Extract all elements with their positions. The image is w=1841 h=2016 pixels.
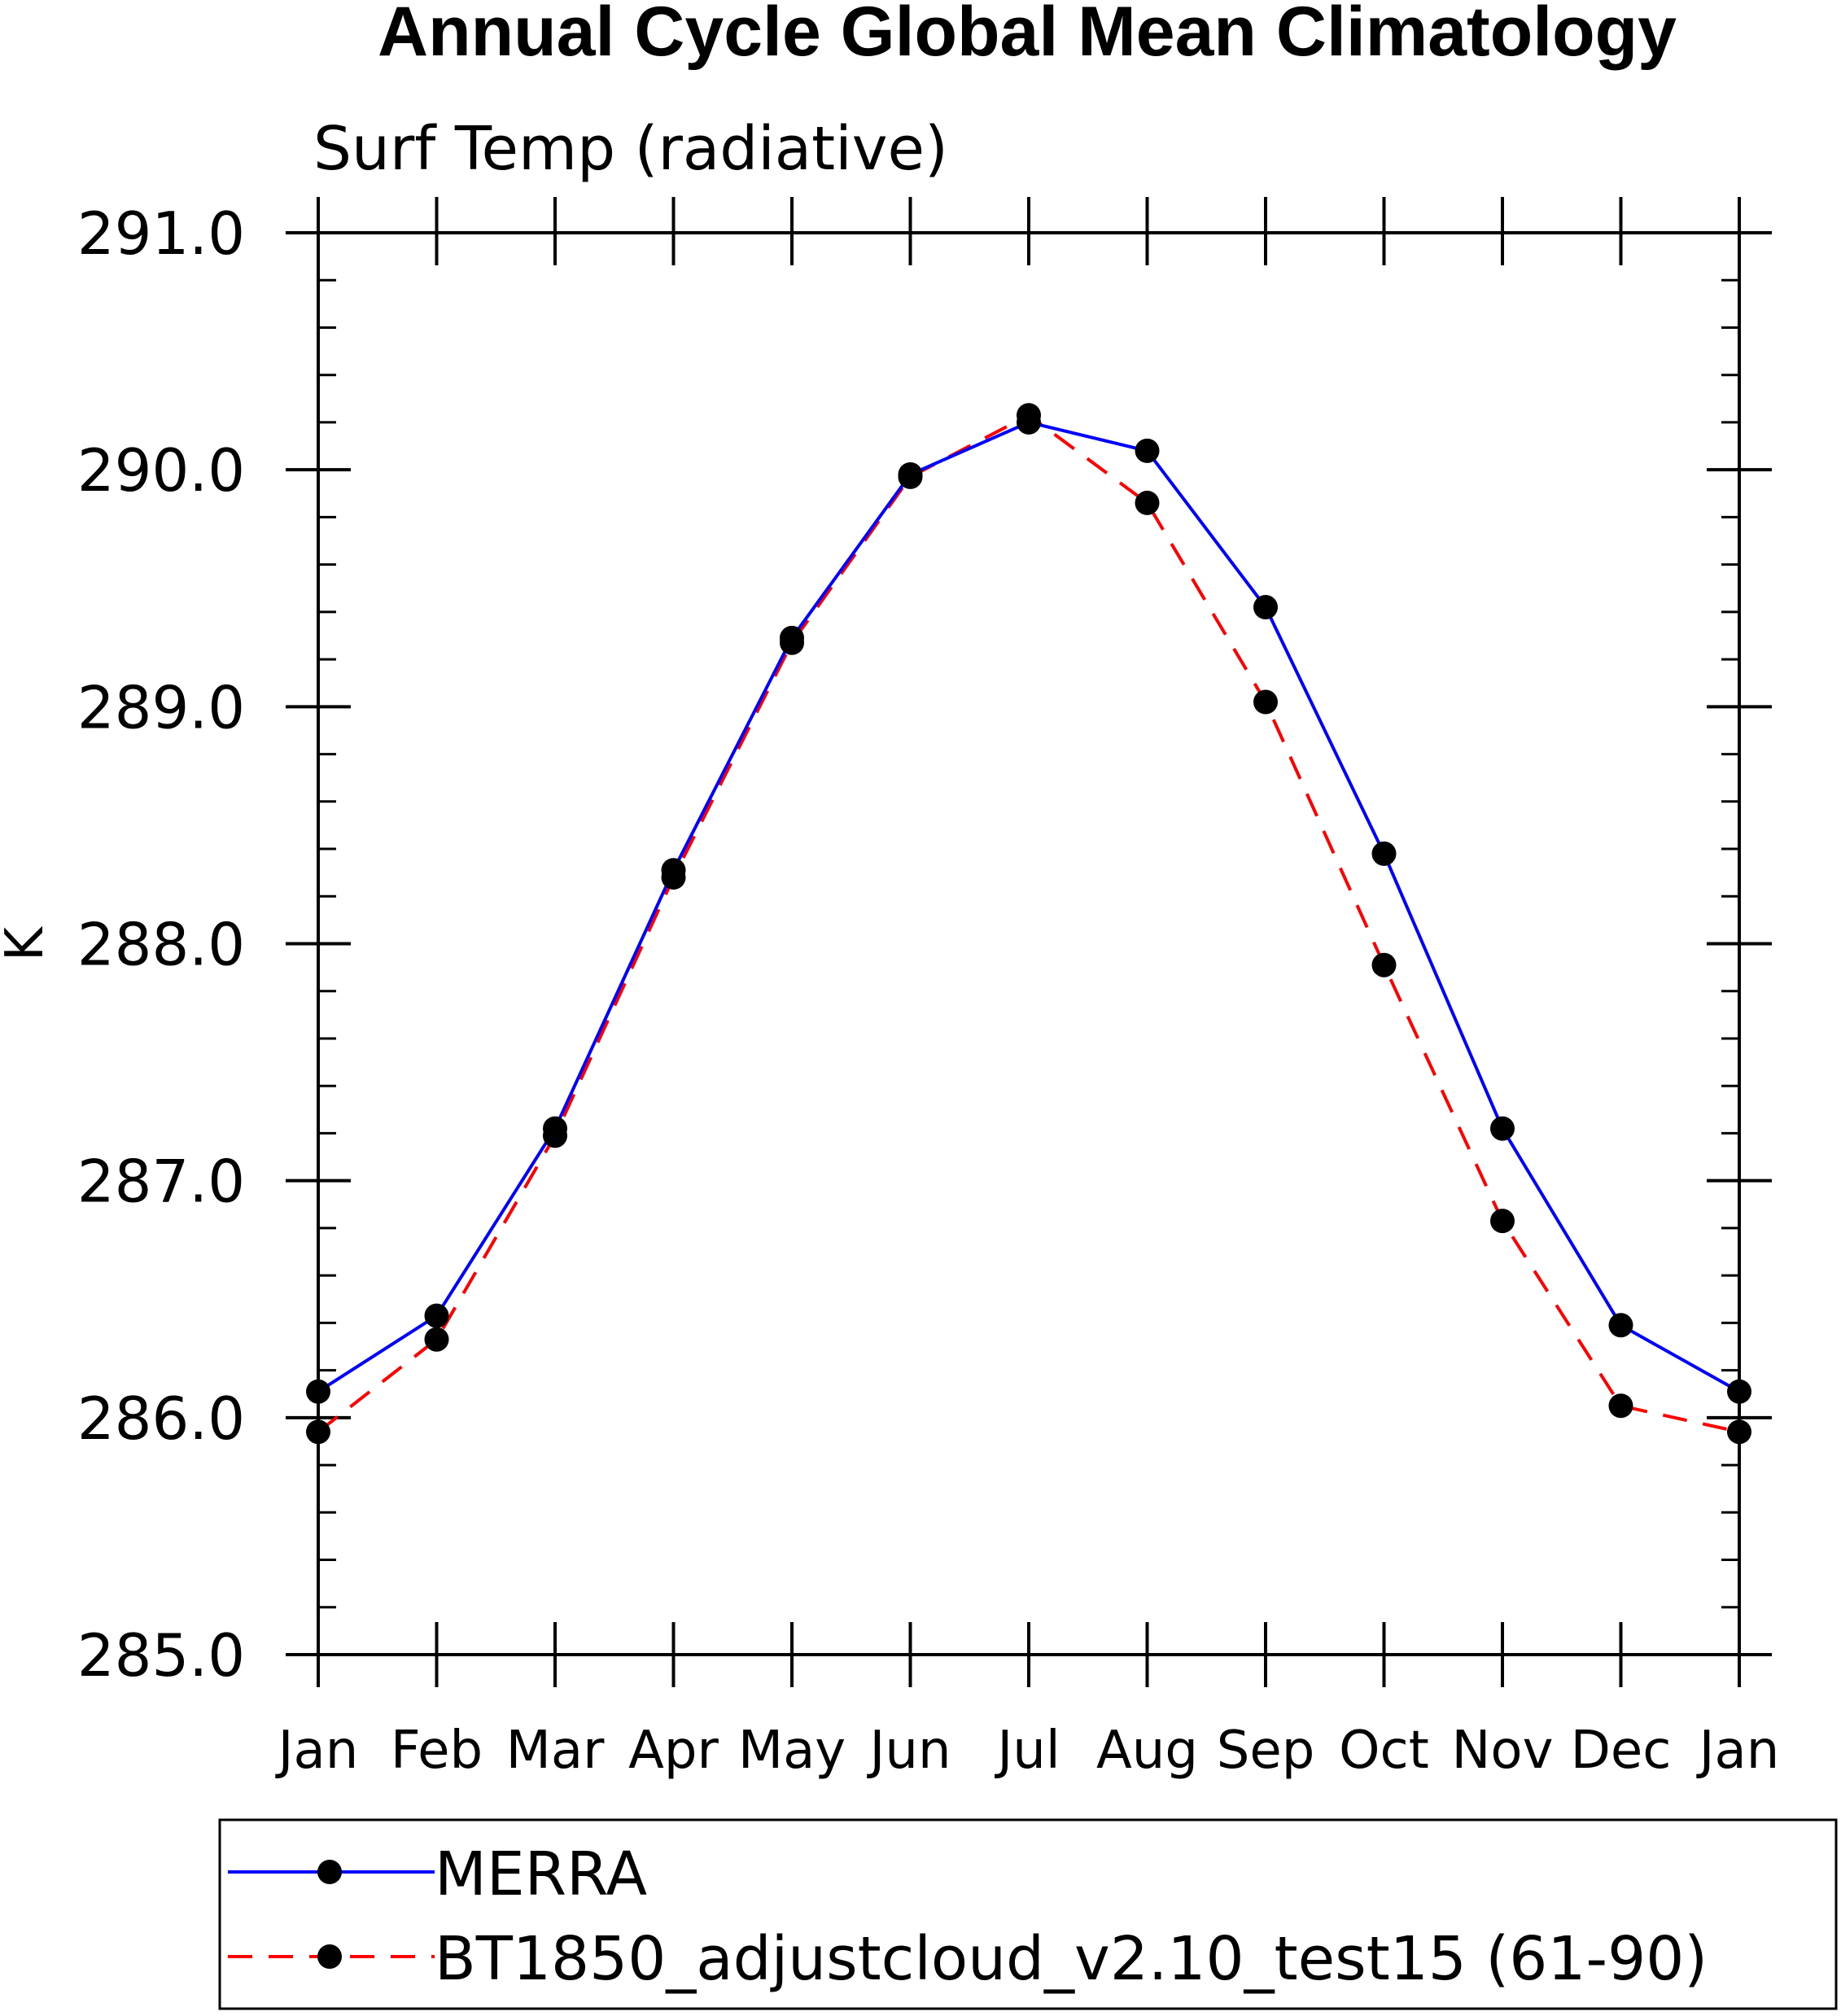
- x-tick-label: Feb: [391, 1721, 483, 1781]
- x-tick-labels: Jan Feb Mar Apr May Jun Jul Aug Sep Oct Nov Dec Jan: [275, 1721, 1780, 1781]
- series-2-point: [661, 864, 686, 890]
- series-2-point: [780, 630, 804, 655]
- x-tick-label: Jan: [275, 1721, 359, 1781]
- series-layer: [306, 403, 1751, 1445]
- series-1-point: [306, 1379, 330, 1404]
- y-tick-label: 287.0: [77, 1148, 245, 1216]
- legend-entry-1: MERRA: [228, 1839, 647, 1909]
- legend-swatch-marker-1: [317, 1860, 342, 1884]
- y-tick-label: 291.0: [77, 199, 245, 268]
- x-tick-label: Nov: [1452, 1721, 1554, 1781]
- x-tick-label: Aug: [1096, 1721, 1198, 1781]
- series-2-point: [1371, 952, 1397, 977]
- chart-subtitle: Surf Temp (radiative): [313, 114, 948, 184]
- series-1-point: [1608, 1313, 1633, 1338]
- series-1-point: [1253, 595, 1278, 620]
- series-2-point: [306, 1419, 330, 1445]
- series-1-point: [1135, 438, 1160, 463]
- y-axis-label: K: [0, 925, 55, 961]
- series-2-point: [543, 1123, 567, 1148]
- y-tick-label: 285.0: [77, 1621, 245, 1690]
- series-2-point: [1135, 490, 1160, 515]
- series-1-point: [1490, 1116, 1515, 1141]
- x-tick-label: Jan: [1696, 1721, 1780, 1781]
- x-tick-label: May: [738, 1721, 846, 1781]
- x-tick-label: Dec: [1571, 1721, 1672, 1781]
- series-2-point: [1490, 1209, 1515, 1234]
- series-2-point: [898, 464, 923, 489]
- x-tick-label: Jun: [867, 1721, 951, 1781]
- x-tick-label: Oct: [1339, 1721, 1429, 1781]
- series-1-point: [424, 1303, 449, 1328]
- series-2-point: [424, 1327, 449, 1352]
- y-tick-label: 286.0: [77, 1384, 245, 1453]
- x-tick-label: Sep: [1217, 1721, 1315, 1781]
- legend-label-1: MERRA: [435, 1839, 647, 1909]
- chart-title: Annual Cycle Global Mean Climatology: [378, 0, 1677, 71]
- legend-swatch-marker-2: [317, 1944, 342, 1969]
- legend-box: [218, 1818, 1838, 2010]
- x-tick-label: Mar: [506, 1721, 605, 1781]
- y-tick-label: 290.0: [77, 436, 245, 505]
- y-tick-label: 289.0: [77, 673, 245, 741]
- series-1-point: [1727, 1379, 1751, 1404]
- x-tick-label: Apr: [628, 1721, 719, 1781]
- series-2-point: [1017, 403, 1041, 428]
- legend-entry-2: BT1850_adjustcloud_v2.10_test15 (61-90): [228, 1924, 1708, 1994]
- y-tick-label: 288.0: [77, 911, 245, 979]
- series-1-point: [1371, 841, 1397, 866]
- legend-label-2: BT1850_adjustcloud_v2.10_test15 (61-90): [435, 1924, 1708, 1994]
- x-tick-label: Jul: [994, 1721, 1060, 1781]
- series-2-point: [1727, 1419, 1751, 1445]
- series-2-point: [1608, 1393, 1633, 1419]
- y-tick-labels: 285.0 286.0 287.0 288.0 289.0 290.0 291.0: [77, 199, 245, 1690]
- series-2-point: [1253, 689, 1278, 715]
- axis-ticks: [286, 197, 1772, 1687]
- legend: MERRA BT1850_adjustcloud_v2.10_test15 (6…: [218, 1818, 1838, 2010]
